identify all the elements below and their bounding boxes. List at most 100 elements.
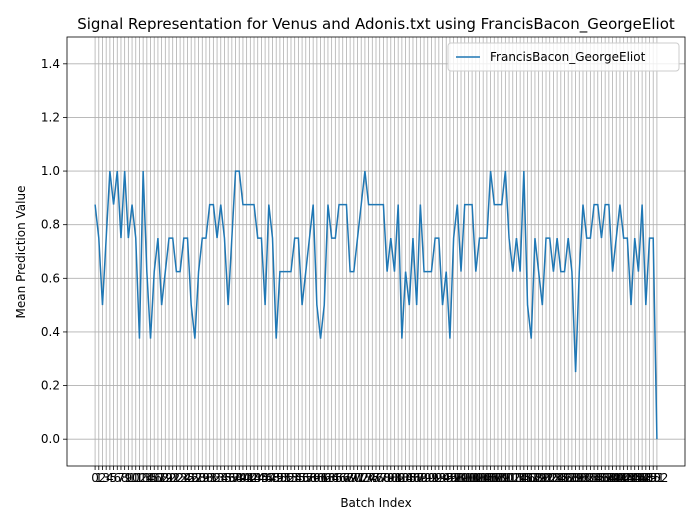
x-tick-label: 47 — [261, 471, 276, 485]
x-tick-label: 100 — [453, 471, 476, 485]
x-tick-label: 61 — [313, 471, 328, 485]
x-tick-label: 82 — [391, 471, 406, 485]
x-tick-label: 5 — [110, 471, 118, 485]
x-tick-label: 123 — [538, 471, 561, 485]
x-tick-label: 70 — [346, 471, 361, 485]
x-tick-label: 11 — [128, 471, 143, 485]
x-tick-label: 26 — [184, 471, 199, 485]
legend-box — [447, 42, 680, 72]
x-tick-label: 43 — [246, 471, 261, 485]
x-tick-label: 98 — [450, 471, 465, 485]
x-tick-label: 111 — [494, 471, 517, 485]
x-tick-label: 41 — [239, 471, 254, 485]
x-tick-label: 1 — [95, 471, 103, 485]
x-tick-label: 94 — [435, 471, 450, 485]
x-tick-label: 147 — [627, 471, 650, 485]
x-tick-label: 151 — [642, 471, 665, 485]
x-tick-label: 83 — [394, 471, 409, 485]
x-tick-label: 75 — [365, 471, 380, 485]
x-tick-label: 117 — [516, 471, 539, 485]
x-tick-label: 45 — [254, 471, 269, 485]
x-tick-label: 78 — [376, 471, 391, 485]
x-tick-label: 46 — [257, 471, 272, 485]
x-tick-label: 79 — [379, 471, 394, 485]
y-tick-label: 0.6 — [41, 271, 60, 285]
x-tick-label: 76 — [368, 471, 383, 485]
x-tick-label: 112 — [498, 471, 521, 485]
x-tick-label: 7 — [117, 471, 125, 485]
x-tick-label: 65 — [328, 471, 343, 485]
x-tick-label: 150 — [638, 471, 661, 485]
x-tick-label: 20 — [161, 471, 176, 485]
x-tick-label: 42 — [243, 471, 258, 485]
x-tick-label: 53 — [283, 471, 298, 485]
x-tick-label: 4 — [106, 471, 114, 485]
x-tick-label: 125 — [546, 471, 569, 485]
x-tick-label: 67 — [335, 471, 350, 485]
x-tick-label: 69 — [342, 471, 357, 485]
x-tick-label: 144 — [616, 471, 639, 485]
x-tick-label: 90 — [420, 471, 435, 485]
y-axis-label: Mean Prediction Value — [14, 186, 28, 319]
x-tick-label: 39 — [232, 471, 247, 485]
x-tick-label: 128 — [557, 471, 580, 485]
x-tick-label: 74 — [361, 471, 376, 485]
plot-frame — [66, 36, 686, 467]
x-tick-label: 131 — [568, 471, 591, 485]
x-tick-label: 81 — [387, 471, 402, 485]
x-tick-label: 145 — [620, 471, 643, 485]
y-tick-label: 1.2 — [41, 110, 60, 124]
x-tick-label: 97 — [446, 471, 461, 485]
y-tick-label: 0.2 — [41, 379, 60, 393]
x-tick-label: 29 — [195, 471, 210, 485]
x-tick-label: 126 — [549, 471, 572, 485]
x-tick-label: 129 — [560, 471, 583, 485]
x-tick-label: 104 — [468, 471, 491, 485]
x-tick-label: 139 — [597, 471, 620, 485]
x-tick-label: 71 — [350, 471, 365, 485]
x-tick-label: 133 — [575, 471, 598, 485]
x-tick-label: 135 — [583, 471, 606, 485]
x-tick-label: 80 — [383, 471, 398, 485]
x-tick-label: 105 — [472, 471, 495, 485]
x-tick-label: 84 — [398, 471, 413, 485]
x-tick-label: 25 — [180, 471, 195, 485]
x-tick-label: 30 — [198, 471, 213, 485]
x-axis-label: Batch Index — [340, 496, 411, 510]
x-tick-label: 86 — [405, 471, 420, 485]
line-series — [94, 170, 658, 440]
y-tick-label: 1.0 — [41, 164, 60, 178]
x-tick-label: 143 — [612, 471, 635, 485]
x-tick-label: 101 — [457, 471, 480, 485]
x-tick-label: 115 — [509, 471, 532, 485]
x-tick-label: 17 — [150, 471, 165, 485]
x-tick-label: 88 — [413, 471, 428, 485]
x-tick-label: 116 — [512, 471, 535, 485]
x-tick-label: 58 — [302, 471, 317, 485]
x-tick-label: 120 — [527, 471, 550, 485]
x-tick-label: 73 — [357, 471, 372, 485]
x-tick-label: 113 — [501, 471, 524, 485]
x-tick-label: 92 — [427, 471, 442, 485]
y-tick-label: 0.8 — [41, 218, 60, 232]
x-tick-label: 96 — [442, 471, 457, 485]
x-tick-label: 103 — [464, 471, 487, 485]
x-tick-label: 22 — [169, 471, 184, 485]
x-tick-label: 36 — [221, 471, 236, 485]
x-tick-label: 51 — [276, 471, 291, 485]
x-tick-label: 93 — [431, 471, 446, 485]
x-tick-label: 54 — [287, 471, 302, 485]
x-tick-label: 33 — [209, 471, 224, 485]
x-tick-label: 102 — [461, 471, 484, 485]
x-tick-label: 21 — [165, 471, 180, 485]
x-tick-label: 12 — [132, 471, 147, 485]
x-tick-label: 44 — [250, 471, 265, 485]
x-tick-label: 114 — [505, 471, 528, 485]
x-tick-label: 121 — [531, 471, 554, 485]
x-tick-label: 14 — [139, 471, 154, 485]
x-tick-label: 35 — [217, 471, 232, 485]
x-tick-label: 23 — [172, 471, 187, 485]
y-tick-label: 0.0 — [41, 432, 60, 446]
x-tick-label: 85 — [402, 471, 417, 485]
x-tick-label: 34 — [213, 471, 228, 485]
